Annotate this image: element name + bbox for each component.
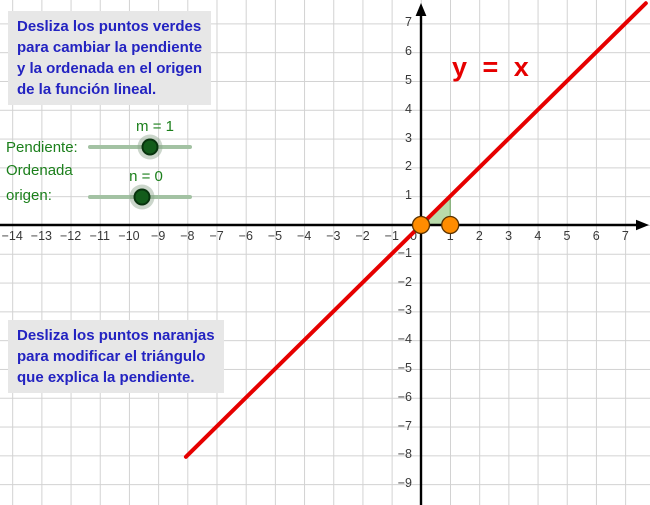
y-tick-label: −5 bbox=[397, 361, 412, 375]
y-tick-label: −1 bbox=[397, 245, 412, 260]
x-tick-label: −10 bbox=[118, 229, 140, 243]
ordenada-label-line2: origen: bbox=[6, 187, 52, 204]
y-tick-label: 2 bbox=[405, 159, 412, 174]
x-tick-label: −9 bbox=[151, 229, 166, 243]
x-tick-label: 5 bbox=[563, 229, 571, 243]
x-tick-label: −12 bbox=[59, 229, 82, 243]
x-tick-label: −1 bbox=[384, 229, 399, 243]
x-tick-label: −7 bbox=[209, 229, 224, 243]
y-tick-label: −7 bbox=[397, 418, 412, 433]
instruction-line: para cambiar la pendiente bbox=[17, 39, 203, 56]
origin-tick-label: 0 bbox=[410, 229, 417, 243]
y-tick-label: 5 bbox=[405, 73, 412, 87]
y-axis-arrow-icon bbox=[415, 3, 427, 16]
x-tick-label: −6 bbox=[238, 229, 253, 243]
instruction-box-bottom: Desliza los puntos naranjas para modific… bbox=[8, 320, 224, 393]
orange-point-unit[interactable] bbox=[441, 215, 460, 235]
y-tick-label: −6 bbox=[397, 389, 412, 404]
slider-m-value-label: m = 1 bbox=[136, 118, 174, 135]
y-tick-label: 7 bbox=[405, 15, 412, 30]
x-tick-label: 7 bbox=[621, 229, 629, 243]
x-tick-label: 3 bbox=[505, 229, 513, 243]
y-tick-label: 6 bbox=[405, 44, 412, 59]
x-tick-label: 2 bbox=[475, 229, 483, 243]
slider-m-track[interactable] bbox=[88, 145, 192, 149]
x-tick-label: 6 bbox=[592, 229, 600, 243]
instruction-line: y la ordenada en el origen bbox=[17, 60, 203, 77]
x-tick-label: −4 bbox=[297, 229, 312, 243]
x-tick-label: −14 bbox=[1, 229, 23, 243]
ordenada-label-line1: Ordenada bbox=[6, 162, 73, 179]
x-tick-label: 1 bbox=[446, 229, 454, 243]
x-tick-label: −2 bbox=[355, 229, 370, 243]
instruction-line: que explica la pendiente. bbox=[17, 369, 195, 386]
y-tick-label: −3 bbox=[397, 303, 412, 318]
x-tick-label: −8 bbox=[180, 229, 195, 243]
pendiente-label: Pendiente: bbox=[6, 139, 78, 156]
slider-n-handle[interactable] bbox=[133, 188, 151, 206]
y-tick-label: −9 bbox=[397, 476, 412, 491]
y-tick-label: −4 bbox=[397, 332, 412, 347]
instruction-line: para modificar el triángulo bbox=[17, 348, 206, 365]
x-tick-label: −13 bbox=[30, 229, 52, 243]
y-tick-label: −2 bbox=[397, 274, 412, 289]
slider-n-value-label: n = 0 bbox=[129, 168, 163, 185]
x-tick-label: 4 bbox=[534, 229, 542, 243]
y-tick-label: −8 bbox=[397, 447, 412, 462]
x-tick-label: −11 bbox=[89, 229, 110, 243]
y-tick-label: 4 bbox=[405, 101, 412, 116]
x-axis-arrow-icon bbox=[636, 219, 649, 231]
instruction-line: de la función lineal. bbox=[17, 81, 157, 98]
slider-m-handle[interactable] bbox=[141, 138, 159, 156]
x-tick-label: −3 bbox=[326, 229, 341, 243]
y-tick-label: 3 bbox=[405, 130, 412, 145]
orange-point-origin[interactable] bbox=[411, 215, 431, 235]
y-tick-label: 1 bbox=[405, 188, 412, 203]
x-tick-label: −5 bbox=[267, 229, 283, 243]
instruction-line: Desliza los puntos naranjas bbox=[17, 327, 215, 344]
instruction-line: Desliza los puntos verdes bbox=[17, 18, 202, 35]
instruction-box-top: Desliza los puntos verdes para cambiar l… bbox=[8, 11, 212, 105]
equation-label: y = x bbox=[452, 52, 530, 82]
